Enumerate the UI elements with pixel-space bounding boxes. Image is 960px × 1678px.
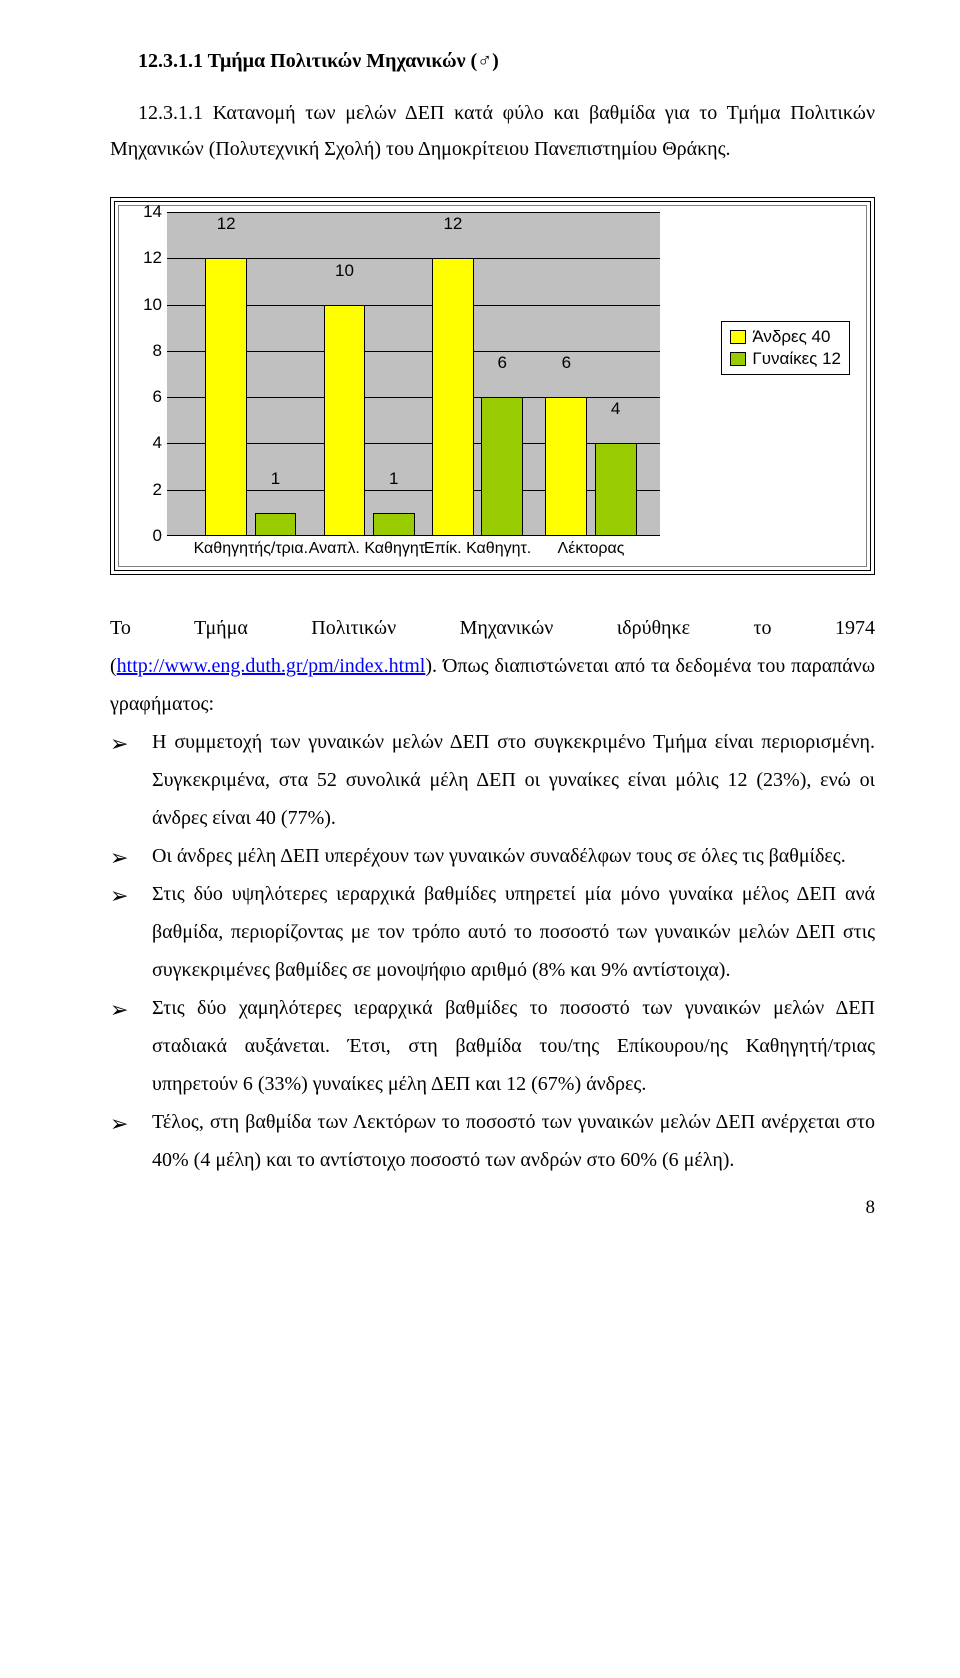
chart-x-tick-label: Αναπλ. Καθηγητ.: [309, 540, 430, 558]
chart-y-tick-label: 12: [143, 248, 162, 268]
chart-gridline: [167, 212, 660, 213]
chart-bar-label: 6: [562, 353, 571, 375]
chart-y-tick-label: 14: [143, 202, 162, 222]
chart-y-tick-label: 10: [143, 295, 162, 315]
chart-bar-label: 6: [498, 353, 507, 375]
chart-x-tick-label: Επίκ. Καθηγητ.: [424, 540, 531, 558]
legend-item: Γυναίκες 12: [730, 348, 841, 370]
chart-x-tick-label: Καθηγητής/τρια.: [194, 540, 308, 558]
chart-bar: [255, 513, 297, 536]
bullet-item: Η συμμετοχή των γυναικών μελών ΔΕΠ στο σ…: [110, 723, 875, 837]
bullet-item: Στις δύο υψηλότερες ιεραρχικά βαθμίδες υ…: [110, 875, 875, 989]
chart-frame-outer: 0 2 4 6 8 10 12 14 12 10 12 6 1 1 6 4 Καθηγητής/τρια.Α…: [110, 197, 875, 575]
chart-bar-label: 1: [389, 469, 398, 491]
chart-x-tick-label: Λέκτορας: [558, 540, 625, 558]
bar-chart: 0 2 4 6 8 10 12 14 12 10 12 6 1 1 6 4 Καθηγητής/τρια.Α…: [118, 205, 867, 567]
bullet-list: Η συμμετοχή των γυναικών μελών ΔΕΠ στο σ…: [110, 723, 875, 1179]
chart-x-labels: Καθηγητής/τρια.Αναπλ. Καθηγητ.Επίκ. Καθη…: [167, 540, 660, 562]
chart-bar: [324, 305, 366, 536]
chart-bar: [432, 258, 474, 536]
chart-bar-label: 12: [443, 214, 462, 236]
bullet-item: Στις δύο χαμηλότερες ιεραρχικά βαθμίδες …: [110, 989, 875, 1103]
chart-bar-label: 1: [271, 469, 280, 491]
chart-bar: [205, 258, 247, 536]
legend-swatch: [730, 330, 746, 344]
chart-legend: Άνδρες 40Γυναίκες 12: [721, 321, 850, 375]
bullet-item: Τέλος, στη βαθμίδα των Λεκτόρων το ποσοσ…: [110, 1103, 875, 1179]
chart-bar-label: 4: [611, 399, 620, 421]
chart-y-tick-label: 6: [153, 387, 162, 407]
chart-y-tick-label: 0: [153, 526, 162, 546]
paragraph-after-chart: Το Τμήμα Πολιτικών Μηχανικών ιδρύθηκε το…: [110, 609, 875, 723]
chart-bar-label: 12: [217, 214, 236, 236]
legend-item: Άνδρες 40: [730, 326, 841, 348]
legend-label: Γυναίκες 12: [752, 349, 841, 369]
section-heading: 12.3.1.1 Τμήμα Πολιτικών Μηχανικών (♂): [110, 50, 875, 73]
chart-y-tick-label: 4: [153, 433, 162, 453]
chart-y-tick-label: 2: [153, 480, 162, 500]
chart-frame-mid: 0 2 4 6 8 10 12 14 12 10 12 6 1 1 6 4 Καθηγητής/τρια.Α…: [114, 201, 871, 571]
chart-bar: [545, 397, 587, 536]
legend-swatch: [730, 352, 746, 366]
chart-bar: [595, 443, 637, 536]
chart-bar-label: 10: [335, 261, 354, 283]
page-number: 8: [110, 1197, 875, 1219]
legend-label: Άνδρες 40: [752, 327, 830, 347]
source-link[interactable]: http://www.eng.duth.gr/pm/index.html: [117, 655, 426, 677]
bullet-item: Οι άνδρες μέλη ΔΕΠ υπερέχουν των γυναικώ…: [110, 837, 875, 875]
chart-bar: [481, 397, 523, 536]
chart-y-tick-label: 8: [153, 341, 162, 361]
intro-paragraph: 12.3.1.1 Κατανομή των μελών ΔΕΠ κατά φύλ…: [110, 95, 875, 167]
chart-bar: [373, 513, 415, 536]
